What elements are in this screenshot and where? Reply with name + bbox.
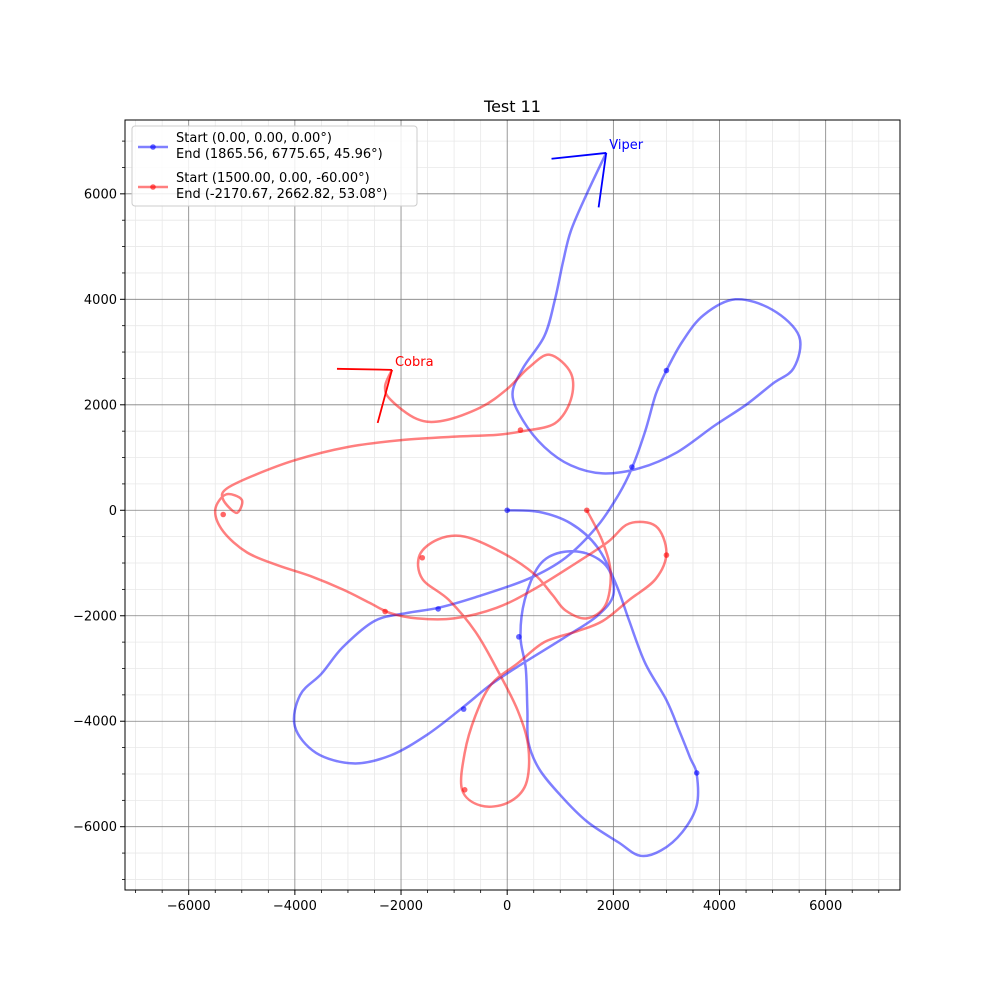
x-tick-label: −2000 xyxy=(379,899,423,914)
cobra-label: Cobra xyxy=(395,355,434,370)
axes-frame xyxy=(124,119,901,891)
y-tick-label: −2000 xyxy=(73,609,117,624)
cobra-trajectory-marker xyxy=(461,786,468,793)
viper-trajectory-marker xyxy=(693,770,700,776)
viper-legend-end: End (1865.56, 6775.65, 45.96°) xyxy=(176,147,383,162)
y-tick-label: 0 xyxy=(109,504,117,519)
x-tick-label: −4000 xyxy=(273,899,317,914)
cobra-legend-start: Start (1500.00, 0.00, -60.00°) xyxy=(176,171,370,186)
viper-trajectory-marker xyxy=(504,507,510,514)
y-tick-label: −4000 xyxy=(73,715,117,730)
viper-trajectory-marker xyxy=(435,606,441,612)
viper-trajectory-marker xyxy=(663,367,670,374)
viper-trajectory-marker xyxy=(516,634,522,640)
cobra-heading-marker xyxy=(376,369,393,424)
cobra-trajectory-marker xyxy=(419,554,426,561)
minor-grid xyxy=(125,120,900,890)
viper-trajectory-marker xyxy=(629,464,635,470)
cobra-legend-marker xyxy=(150,184,156,190)
cobra-trajectory-marker xyxy=(220,511,227,518)
chart-title: Test 11 xyxy=(483,97,541,116)
viper-label: Viper xyxy=(609,138,643,153)
cobra-trajectory-marker xyxy=(663,552,670,558)
legend-box xyxy=(131,125,418,207)
viper-heading-marker xyxy=(597,152,608,208)
heading-annotations: Viper Cobra xyxy=(336,138,644,424)
viper-heading-marker xyxy=(551,152,607,160)
cobra-trajectory-marker xyxy=(584,507,590,514)
x-tick-label: 2000 xyxy=(597,899,630,914)
y-tick-label: 6000 xyxy=(84,187,117,202)
x-tick-label: 6000 xyxy=(809,899,842,914)
cobra-trajectory-marker xyxy=(517,427,524,433)
legend: Start (0.00, 0.00, 0.00°) End (1865.56, … xyxy=(131,125,418,207)
axis-ticks: −6000 −4000 −2000 0 2000 4000 6000 −6000 −4000 −2… xyxy=(73,140,880,914)
cobra-heading-marker xyxy=(336,367,392,371)
y-tick-label: −6000 xyxy=(73,820,117,835)
y-tick-label: 4000 xyxy=(84,293,117,308)
cobra-legend-end: End (-2170.67, 2662.82, 53.08°) xyxy=(176,187,387,202)
cobra-trajectory-line xyxy=(213,353,668,808)
y-tick-label: 2000 xyxy=(84,398,117,413)
cobra-trajectory-marker xyxy=(382,608,388,615)
series-layer xyxy=(213,152,802,858)
viper-trajectory-marker xyxy=(460,706,467,712)
viper-legend-marker xyxy=(150,144,156,150)
x-tick-label: −6000 xyxy=(167,899,211,914)
viper-legend-start: Start (0.00, 0.00, 0.00°) xyxy=(176,131,332,146)
viper-trajectory-line xyxy=(292,152,802,858)
x-tick-label: 0 xyxy=(503,899,511,914)
x-tick-label: 4000 xyxy=(703,899,736,914)
